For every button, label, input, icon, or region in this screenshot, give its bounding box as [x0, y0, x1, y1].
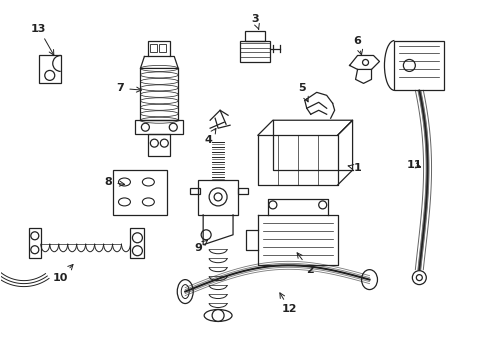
Bar [130, 228, 144, 258]
Bar [39, 55, 61, 84]
Bar [394, 41, 443, 90]
Bar [148, 134, 170, 156]
Bar [159, 44, 166, 53]
Text: 4: 4 [204, 129, 216, 145]
Bar [135, 120, 183, 134]
Bar [238, 188, 247, 194]
Bar [148, 41, 170, 57]
Text: 5: 5 [297, 84, 307, 102]
Text: 10: 10 [53, 265, 73, 283]
Bar [29, 228, 41, 258]
Bar [150, 44, 157, 53]
Bar [190, 188, 200, 194]
Text: 12: 12 [279, 293, 297, 315]
Text: 6: 6 [353, 36, 362, 55]
Text: 13: 13 [31, 24, 54, 55]
Text: 7: 7 [116, 84, 141, 93]
Text: 8: 8 [104, 177, 124, 187]
Text: 2: 2 [297, 253, 313, 275]
Bar [240, 41, 269, 62]
Text: 9: 9 [194, 240, 207, 253]
Bar [244, 31, 264, 41]
Text: 11: 11 [406, 160, 421, 170]
Text: 1: 1 [347, 163, 361, 173]
Text: 3: 3 [251, 14, 259, 29]
Bar [112, 170, 167, 215]
Bar [198, 180, 238, 215]
